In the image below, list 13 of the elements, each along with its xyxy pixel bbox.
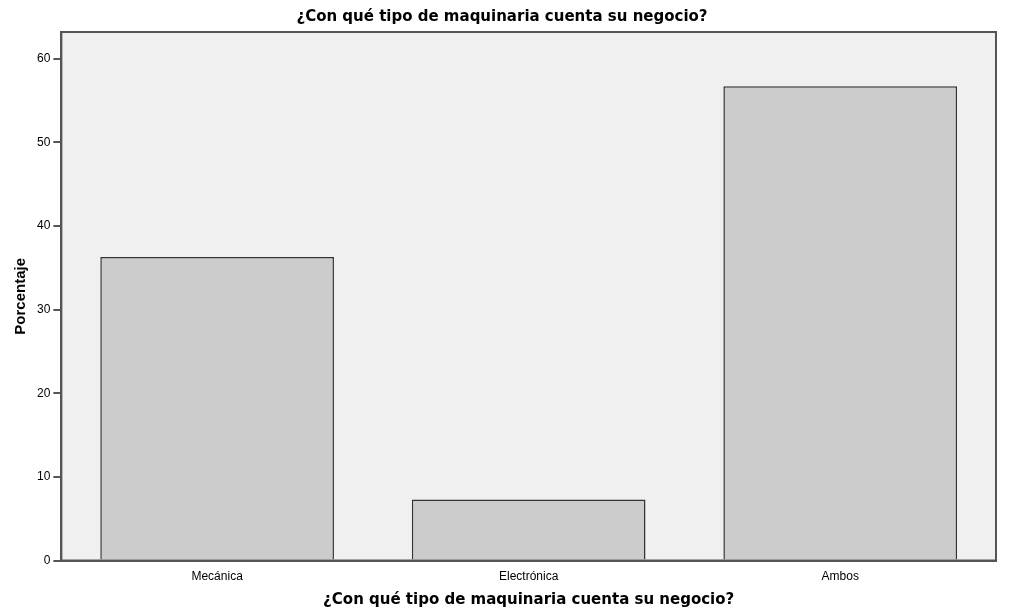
x-tick-label: Electrónica [498, 569, 559, 584]
y-tick-label: 60 [36, 51, 51, 66]
y-tick-label: 50 [36, 134, 51, 149]
y-tick-label: 20 [36, 385, 51, 400]
y-tick-label: 40 [36, 218, 51, 233]
y-tick-label: 30 [36, 301, 51, 316]
x-tick-label: Ambos [821, 569, 859, 584]
y-tick-label: 10 [36, 469, 51, 484]
x-axis-title: ¿Con qué tipo de maquinaria cuenta su negocio? [323, 589, 735, 608]
chart-title: ¿Con qué tipo de maquinaria cuenta su negocio? [296, 6, 708, 25]
x-tick-label: Mecánica [191, 569, 244, 584]
y-axis-title: Porcentaje [11, 257, 29, 335]
y-tick-label: 0 [43, 552, 51, 567]
